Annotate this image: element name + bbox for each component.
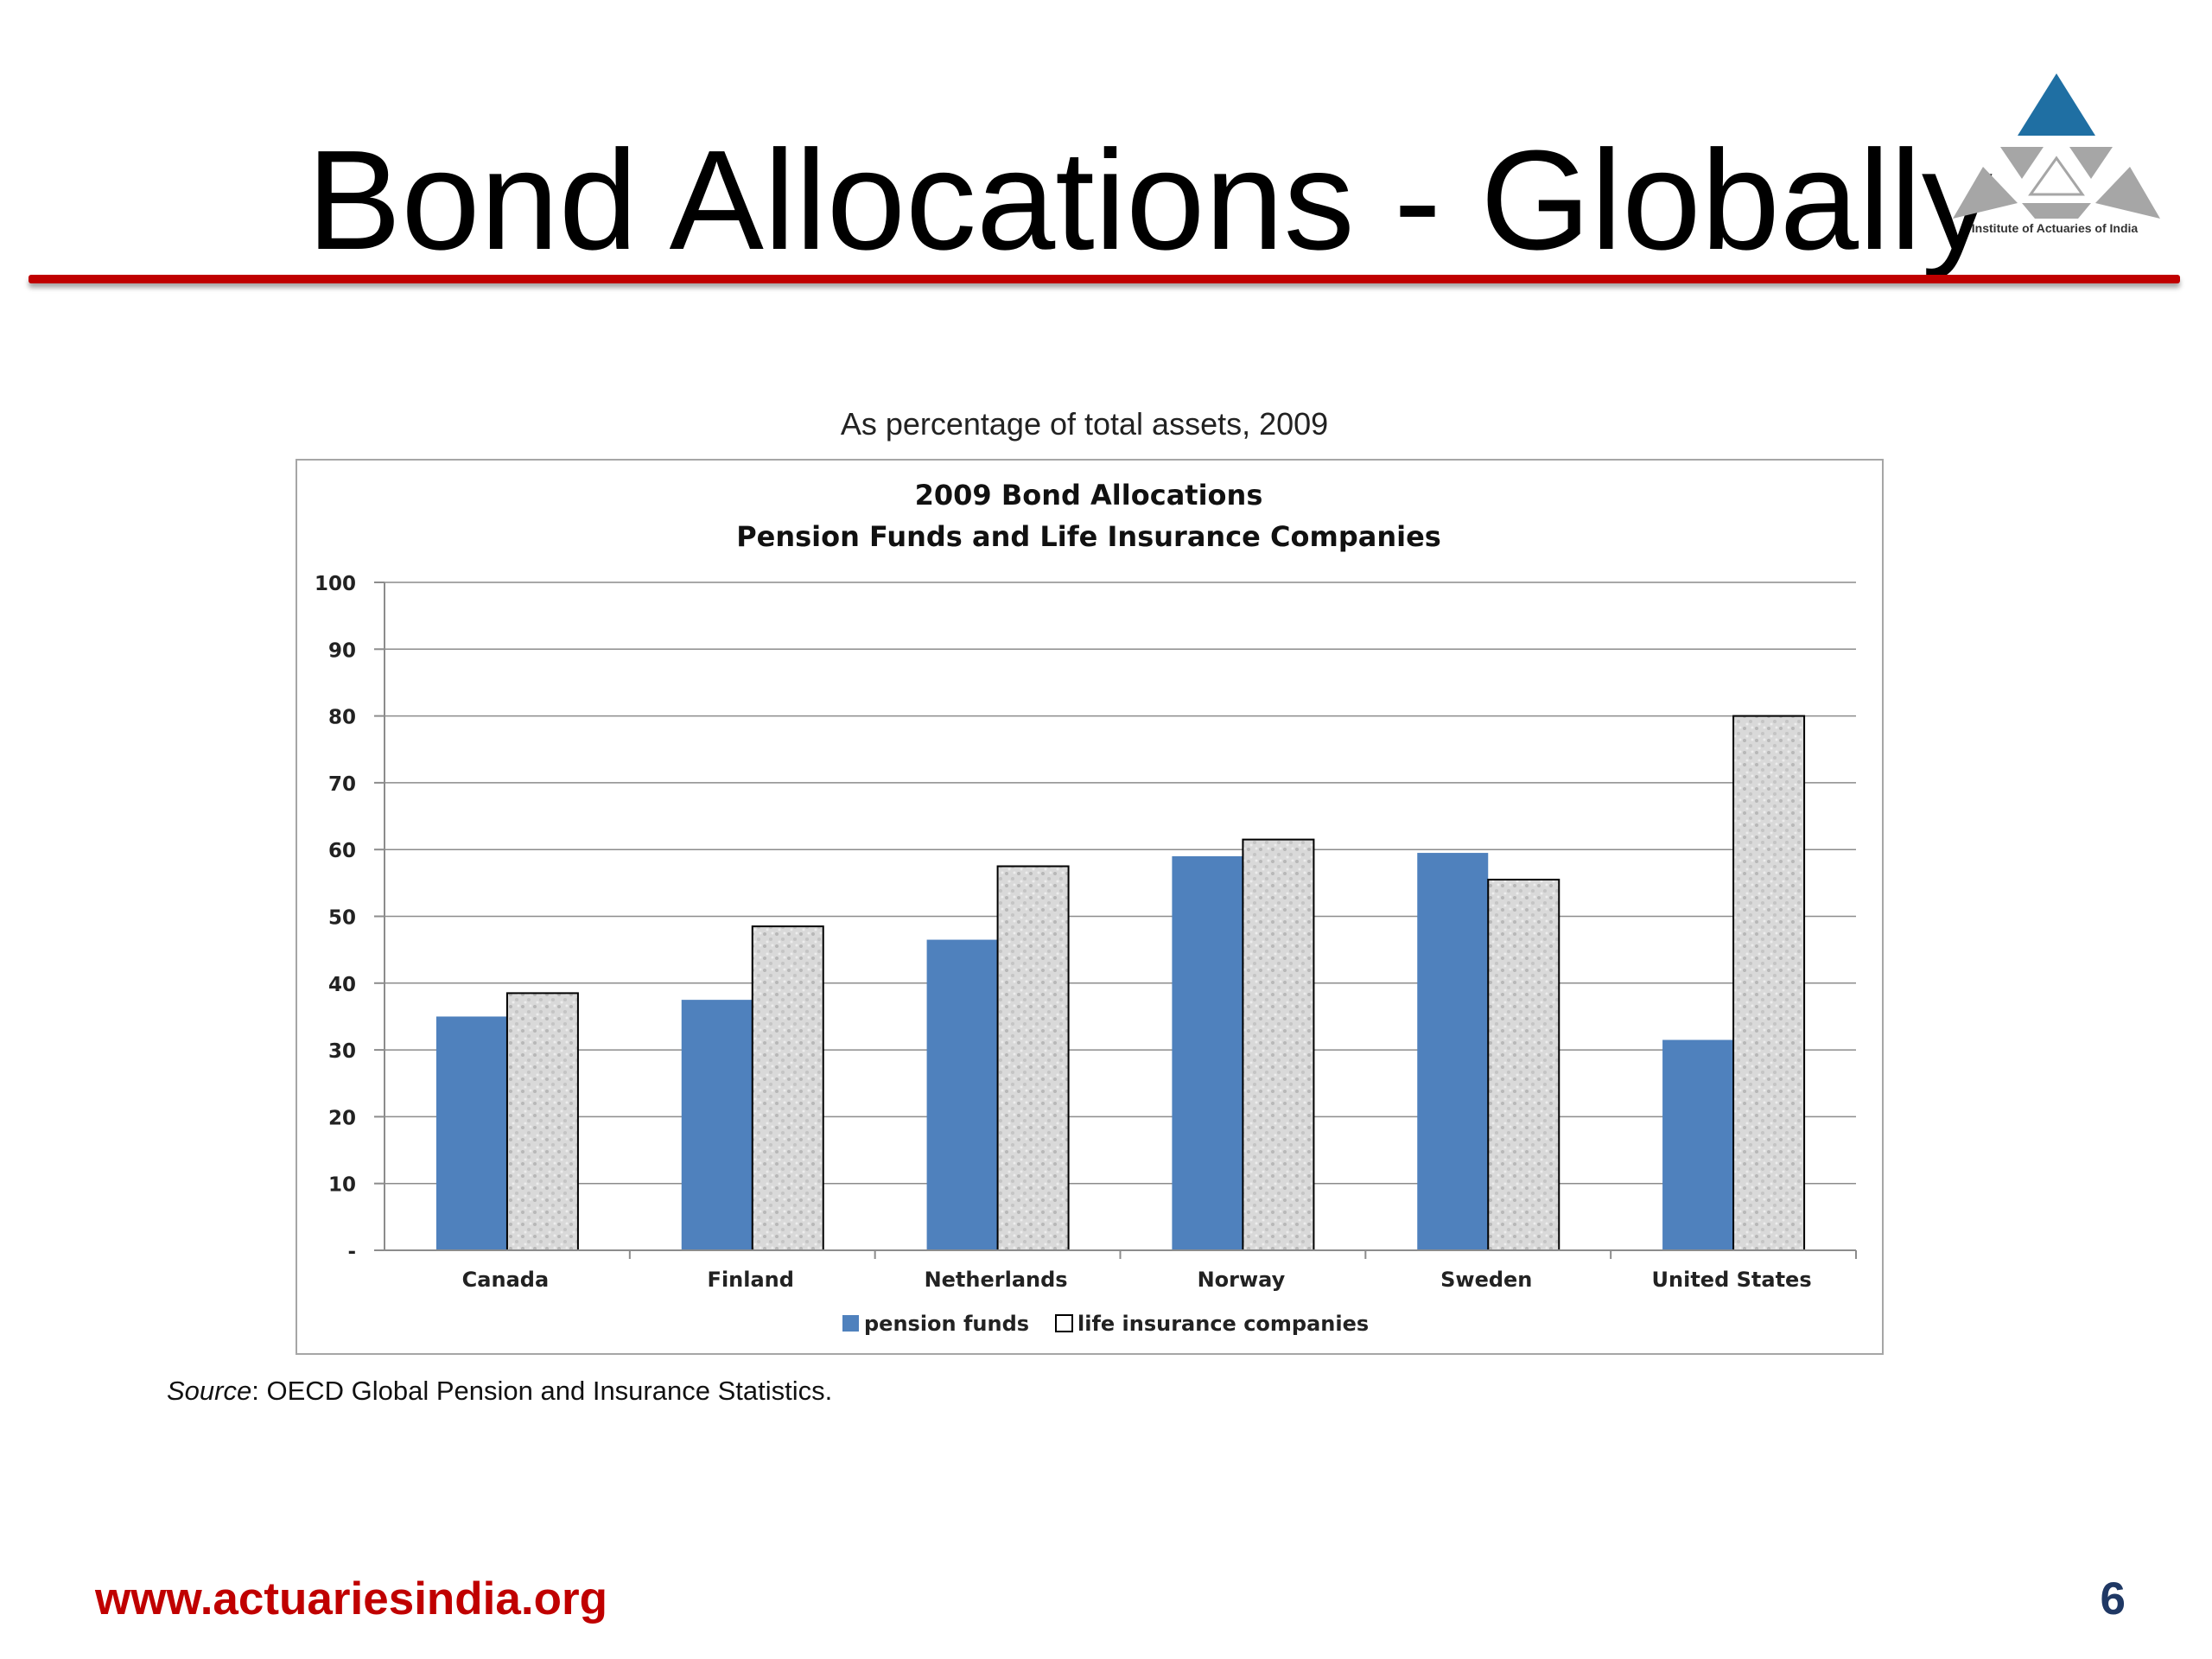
y-tick-label: 10 — [328, 1174, 356, 1197]
chart-title-line1: 2009 Bond Allocations — [915, 479, 1263, 512]
bar-pension-funds — [1172, 855, 1243, 1250]
bar-pension-funds — [681, 1000, 753, 1250]
x-tick-label: Canada — [462, 1268, 549, 1292]
x-tick-label: Sweden — [1440, 1268, 1532, 1292]
chart-title-line2: Pension Funds and Life Insurance Compani… — [736, 520, 1441, 553]
legend-label-life-insurance: life insurance companies — [1077, 1312, 1369, 1336]
y-tick-label: 50 — [328, 907, 356, 930]
source-note: Source: OECD Global Pension and Insuranc… — [167, 1376, 832, 1407]
title-rule — [29, 275, 2180, 283]
slide-title: Bond Allocations - Globally — [307, 121, 1993, 279]
logo-icon — [1953, 73, 2160, 219]
bar-life-insurance — [1242, 838, 1315, 1251]
bar-pension-funds — [926, 939, 998, 1250]
y-tick-label: - — [347, 1241, 356, 1263]
legend-swatch-pension-funds — [842, 1315, 859, 1332]
y-tick-label: 80 — [328, 707, 356, 729]
legend-swatch-life-insurance — [1055, 1314, 1073, 1332]
bar-life-insurance — [1732, 715, 1806, 1251]
legend-label-pension-funds: pension funds — [864, 1312, 1029, 1336]
y-tick-label: 60 — [328, 840, 356, 862]
y-tick-label: 40 — [328, 974, 356, 996]
chart-caption: As percentage of total assets, 2009 — [840, 406, 1329, 442]
y-tick-label: 100 — [315, 573, 356, 595]
bar-life-insurance — [751, 925, 824, 1251]
x-tick-label: Norway — [1198, 1268, 1286, 1292]
page-number: 6 — [2100, 1573, 2126, 1624]
logo-text: Institute of Actuaries of India — [1971, 221, 2139, 235]
bar-life-insurance — [505, 992, 579, 1252]
x-tick-label: Netherlands — [925, 1268, 1068, 1292]
y-tick-label: 70 — [328, 773, 356, 796]
y-tick-label: 20 — [328, 1107, 356, 1129]
y-tick-label: 30 — [328, 1040, 356, 1063]
bar-pension-funds — [435, 1016, 507, 1250]
x-tick-label: United States — [1652, 1268, 1812, 1292]
bar-pension-funds — [1417, 853, 1489, 1250]
source-text: : OECD Global Pension and Insurance Stat… — [251, 1376, 833, 1406]
bar-pension-funds — [1662, 1039, 1734, 1250]
x-tick-label: Finland — [708, 1268, 794, 1292]
source-label: Source — [167, 1376, 252, 1406]
bar-life-insurance — [996, 865, 1070, 1252]
y-tick-label: 90 — [328, 639, 356, 662]
footer-url[interactable]: www.actuariesindia.org — [95, 1573, 607, 1624]
bar-life-insurance — [1487, 878, 1560, 1251]
